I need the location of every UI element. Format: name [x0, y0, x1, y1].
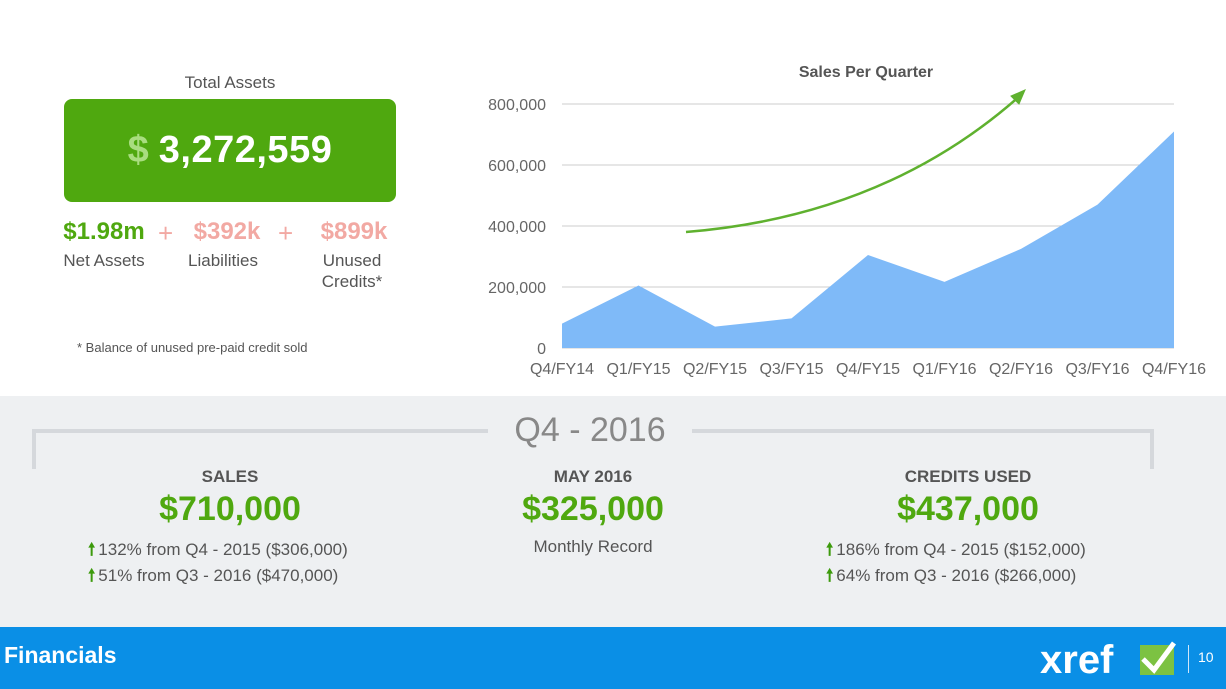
- band-rule-left: [32, 429, 488, 433]
- x-tick-label: Q1/FY15: [606, 361, 670, 378]
- x-tick-label: Q2/FY15: [683, 361, 747, 378]
- x-tick-label: Q4/FY14: [530, 361, 594, 378]
- x-tick-label: Q4/FY16: [1142, 361, 1206, 378]
- may-sub: Monthly Record: [533, 537, 653, 556]
- up-arrow-icon: 🠕: [88, 566, 96, 585]
- up-arrow-icon: 🠕: [826, 540, 834, 559]
- x-tick-label: Q1/FY16: [912, 361, 976, 378]
- may-heading: MAY 2016: [553, 467, 633, 486]
- credits-change-1: 🠕 186% from Q4 - 2015 ($152,000): [826, 540, 1086, 559]
- may-value: $325,000: [522, 490, 664, 528]
- period-title: Q4 - 2016: [488, 411, 692, 450]
- total-assets-box: $ 3,272,559: [64, 99, 396, 202]
- y-tick-label: 0: [537, 341, 546, 358]
- footer-bar: Financials xref 10: [0, 627, 1226, 689]
- up-arrow-icon: 🠕: [88, 540, 96, 559]
- chart-title: Sales Per Quarter: [798, 64, 934, 81]
- sales-change-2: 🠕 51% from Q3 - 2016 ($470,000): [88, 566, 339, 585]
- footer-title: Financials: [4, 642, 117, 668]
- net-assets-label: Net Assets: [63, 251, 145, 270]
- credits-value: $437,000: [897, 490, 1039, 528]
- total-assets-value: 3,272,559: [158, 129, 333, 171]
- net-assets-value: $1.98m: [63, 218, 145, 245]
- x-tick-label: Q4/FY15: [836, 361, 900, 378]
- y-tick-label: 800,000: [488, 97, 546, 114]
- page-number: 10: [1198, 649, 1214, 665]
- chart-svg: 0 200,000 400,000 600,000 800,000 Q4/FY14 Q1/F…: [488, 89, 1206, 378]
- sales-chart: Sales Per Quarter 0 200,000 400,000 600,000…: [466, 56, 1226, 386]
- band-rule-left-tick: [32, 429, 36, 469]
- logo-text: xref: [1040, 638, 1114, 682]
- liabilities-label: Liabilities: [188, 251, 258, 270]
- trend-arrow-head: [1010, 89, 1026, 105]
- x-tick-label: Q3/FY15: [759, 361, 823, 378]
- total-assets-title: Total Assets: [184, 73, 276, 92]
- xref-logo-icon: xref: [1040, 638, 1177, 682]
- x-tick-label: Q2/FY16: [989, 361, 1053, 378]
- credits-change-2: 🠕 64% from Q3 - 2016 ($266,000): [826, 566, 1077, 585]
- unused-credits-value: $899k: [320, 218, 388, 245]
- sales-value: $710,000: [159, 490, 301, 528]
- footnote: * Balance of unused pre-paid credit sold: [77, 340, 308, 355]
- band-rule-right-tick: [1150, 429, 1154, 469]
- sales-area-series: [562, 131, 1174, 348]
- y-tick-label: 600,000: [488, 158, 546, 175]
- sales-heading: SALES: [201, 467, 259, 486]
- trend-arrow: [685, 93, 1023, 234]
- liabilities-value: $392k: [193, 218, 261, 245]
- unused-credits-label: Unused Credits*: [321, 251, 383, 291]
- credits-heading: CREDITS USED: [904, 467, 1032, 486]
- plus-sign: +: [158, 218, 174, 248]
- currency-symbol: $: [127, 129, 149, 171]
- up-arrow-icon: 🠕: [826, 566, 834, 585]
- sales-change-1: 🠕 132% from Q4 - 2015 ($306,000): [88, 540, 348, 559]
- x-tick-label: Q3/FY16: [1065, 361, 1129, 378]
- y-tick-label: 200,000: [488, 280, 546, 297]
- top-section: Total Assets $ 3,272,559 $1.98m + $392k …: [63, 56, 1226, 386]
- page-divider: [1188, 645, 1189, 673]
- y-tick-label: 400,000: [488, 219, 546, 236]
- plus-sign: +: [278, 218, 294, 248]
- band-rule-right: [692, 429, 1154, 433]
